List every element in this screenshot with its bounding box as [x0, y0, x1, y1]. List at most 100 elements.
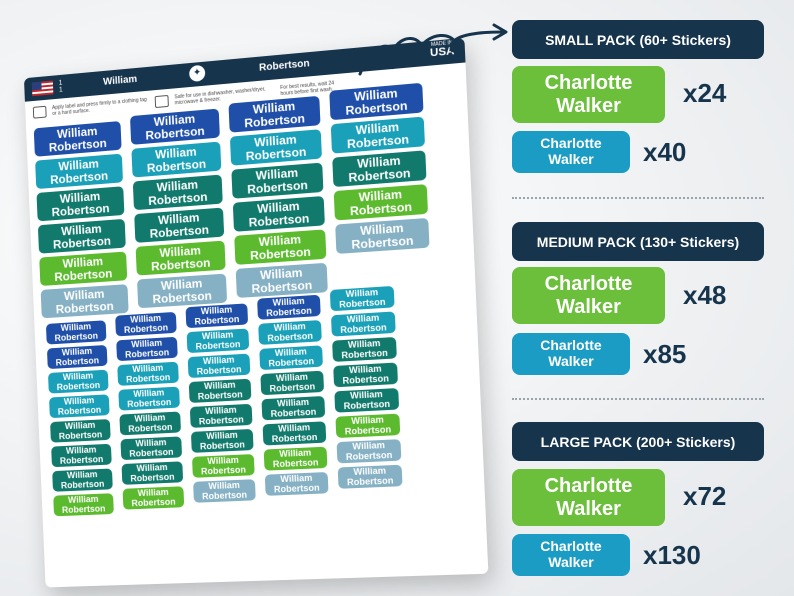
sticker-last-name: Robertson [119, 397, 180, 410]
name-sticker-small: William Robertson [53, 493, 114, 516]
large-pack-small-label: Charlotte Walker [512, 534, 630, 576]
sticker-last-name: Robertson [331, 322, 395, 335]
name-sticker-large: William Robertson [234, 229, 326, 265]
name-sticker-small: William Robertson [117, 362, 179, 386]
medium-pack-large-qty: x48 [683, 280, 726, 311]
name-sticker-large: William Robertson [233, 196, 325, 232]
name-sticker-large: William Robertson [131, 142, 221, 178]
name-sticker-small: William Robertson [47, 345, 108, 369]
name-sticker-large: William Robertson [136, 241, 226, 276]
sticker-last-name: Robertson [334, 373, 398, 386]
sticker-last-name: Robertson [53, 479, 113, 491]
divider [512, 197, 764, 199]
name-sticker-small: William Robertson [188, 354, 251, 378]
sticker-last-name: Robertson [123, 497, 184, 509]
name-sticker-small: William Robertson [259, 345, 323, 370]
small-pack-large-label: Charlotte Walker [512, 66, 665, 123]
sticker-last-name: Robertson [51, 429, 111, 441]
name-sticker-large: William Robertson [130, 109, 220, 145]
label-first-name: Charlotte [512, 136, 630, 152]
medium-pack-large-label: Charlotte Walker [512, 267, 665, 324]
sticker-last-name: Robertson [118, 372, 179, 385]
sticker-last-name: Robertson [121, 447, 182, 459]
name-sticker-large: William Robertson [137, 274, 227, 309]
sticker-last-name: Robertson [47, 355, 107, 368]
name-sticker-small: William Robertson [257, 295, 321, 320]
sticker-last-name: Robertson [261, 381, 324, 394]
sticker-last-name: Robertson [263, 432, 326, 445]
instruction-apply: Apply label and press firmly to a clothi… [52, 97, 149, 117]
label-last-name: Walker [512, 555, 630, 571]
name-sticker-large: William Robertson [332, 150, 426, 187]
name-sticker-small: William Robertson [337, 439, 402, 463]
name-sticker-large: William Robertson [39, 251, 127, 286]
curly-arrow-icon [352, 22, 512, 82]
name-sticker-small: William Robertson [123, 486, 185, 509]
name-sticker-small: William Robertson [119, 411, 181, 435]
name-sticker-small: William Robertson [265, 472, 329, 496]
sticker-last-name: Robertson [116, 322, 177, 335]
sticker-last-name: Robertson [262, 407, 325, 420]
label-first-name: Charlotte [512, 273, 665, 295]
sticker-last-name: Robertson [333, 348, 397, 361]
label-last-name: Walker [512, 354, 630, 370]
large-pack-small-qty: x130 [643, 540, 701, 571]
label-first-name: Charlotte [512, 475, 665, 497]
name-sticker-large: William Robertson [331, 117, 425, 154]
name-sticker-small: William Robertson [264, 447, 328, 471]
sticker-last-name: Robertson [117, 347, 178, 360]
name-sticker-small: William Robertson [185, 303, 248, 328]
sticker-last-name: Robertson [335, 399, 399, 412]
sticker-grid: William Robertson William Robertson William R… [34, 92, 476, 579]
name-sticker-small: William Robertson [334, 388, 399, 413]
name-sticker-small: William Robertson [190, 404, 253, 428]
header-last-name: Robertson [259, 58, 310, 74]
sticker-last-name: Robertson [259, 331, 322, 344]
sticker-last-name: Robertson [189, 389, 251, 402]
sticker-last-name: Robertson [330, 297, 394, 311]
medium-pack-title: MEDIUM PACK (130+ Stickers) [512, 222, 764, 261]
small-pack-large-qty: x24 [683, 78, 726, 109]
name-sticker-small: William Robertson [189, 379, 252, 403]
name-sticker-large: William Robertson [41, 284, 129, 318]
medium-pack-small-label: Charlotte Walker [512, 333, 630, 375]
label-last-name: Walker [512, 95, 665, 117]
small-pack-title: SMALL PACK (60+ Stickers) [512, 20, 764, 59]
large-pack-large-qty: x72 [683, 481, 726, 512]
sticker-last-name: Robertson [54, 504, 114, 516]
sticker-last-name: Robertson [194, 490, 256, 502]
divider [512, 398, 764, 400]
name-sticker-large: William Robertson [236, 263, 328, 298]
name-sticker-small: William Robertson [49, 394, 110, 418]
sticker-sheet: 1 1 William ✦ Robertson MADE IN USA Appl… [24, 38, 488, 588]
sticker-last-name: Robertson [120, 422, 181, 434]
name-sticker-small: William Robertson [120, 436, 182, 460]
name-sticker-large: William Robertson [230, 129, 322, 166]
appliance-icon [155, 95, 169, 108]
name-sticker-small: William Robertson [193, 479, 256, 503]
label-last-name: Walker [512, 152, 630, 168]
sticker-last-name: Robertson [52, 454, 112, 466]
name-sticker-large: William Robertson [335, 218, 429, 254]
large-pack-title: LARGE PACK (200+ Stickers) [512, 422, 764, 461]
label-first-name: Charlotte [512, 338, 630, 354]
name-sticker-large: William Robertson [231, 163, 323, 199]
name-sticker-small: William Robertson [116, 337, 178, 361]
small-pack-small-qty: x40 [643, 137, 686, 168]
name-sticker-small: William Robertson [258, 320, 322, 345]
sticker-sheet-product: 1 1 William ✦ Robertson MADE IN USA Appl… [24, 38, 488, 588]
name-sticker-small: William Robertson [332, 337, 397, 362]
name-sticker-small: William Robertson [263, 421, 327, 445]
sticker-last-name: Robertson [190, 414, 252, 427]
large-pack-large-label: Charlotte Walker [512, 469, 665, 526]
us-flag-icon [32, 81, 54, 97]
page-indicator: 1 1 [59, 80, 63, 94]
sticker-last-name: Robertson [191, 439, 253, 451]
name-sticker-large: William Robertson [36, 186, 124, 221]
sticker-last-name: Robertson [192, 465, 254, 477]
page-total: 1 [59, 87, 63, 94]
name-sticker-large: William Robertson [34, 121, 122, 157]
sticker-last-name: Robertson [260, 356, 323, 369]
name-sticker-small: William Robertson [52, 468, 113, 491]
name-sticker-small: William Robertson [338, 465, 403, 489]
